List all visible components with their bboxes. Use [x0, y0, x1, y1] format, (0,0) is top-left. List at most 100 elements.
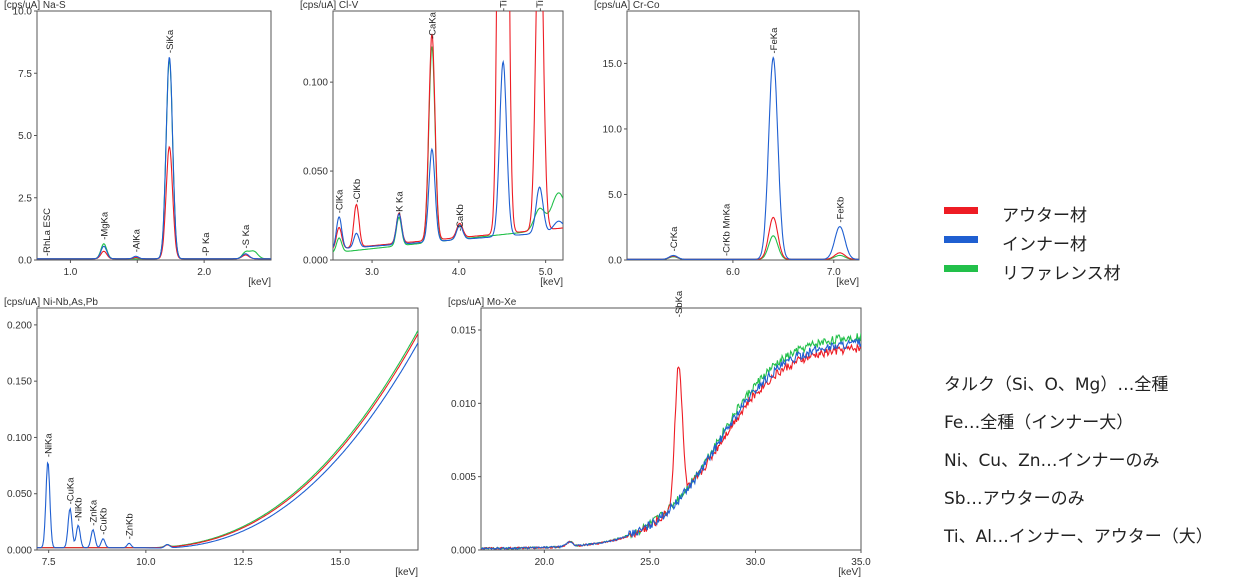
peak-label: -SiKa: [165, 29, 176, 53]
y-tick-label: 15.0: [603, 59, 623, 70]
peak-label: -CuKb: [99, 508, 110, 535]
y-tick-label: 0.0: [18, 256, 32, 267]
chart-title: [cps/uA] Cr-Co: [594, 0, 660, 11]
series-outer-line: [481, 343, 861, 550]
x-axis-label: [keV]: [395, 567, 418, 578]
chart-panel-1: [cps/uA] Na-S 0.0 2.5 5.0 7.5 10.0 1.0 2.0 [keV]…: [4, 0, 272, 288]
peak-label: -K Ka: [395, 191, 406, 215]
x-axis-label: [keV]: [540, 277, 563, 288]
peak-label: -NiKa: [43, 433, 54, 457]
x-tick-label: 4.0: [452, 267, 466, 278]
chart-title: [cps/uA] Na-S: [4, 0, 66, 11]
x-tick-label: 6.0: [726, 267, 740, 278]
x-axis-label: [keV]: [248, 277, 271, 288]
peak-label: -NiKb: [74, 497, 85, 521]
peak-label: -TiKa: [499, 0, 510, 11]
series-outer-line: [37, 333, 418, 549]
x-tick-label: 30.0: [746, 557, 766, 568]
peak-label: -MgKa: [99, 211, 110, 240]
note-talc: タルク（Si、O、Mg）…全種: [944, 375, 1169, 395]
y-tick-label: 0.000: [7, 546, 32, 557]
y-tick-label: 0.200: [7, 320, 32, 331]
legend-label-inner: インナー材: [1002, 235, 1087, 255]
plot-area: [480, 307, 862, 551]
y-tick-label: 5.0: [608, 190, 622, 201]
y-tick-label: 10.0: [603, 124, 623, 135]
x-tick-label: 1.0: [63, 267, 77, 278]
y-tick-label: 0.050: [303, 167, 328, 178]
plot-area: [332, 10, 564, 261]
peak-label: -RhLa ESC: [42, 208, 53, 256]
note-fe: Fe…全種（インナー大）: [944, 413, 1134, 433]
peak-label: -CrKb MnKa: [721, 203, 732, 256]
x-tick-label: 3.0: [365, 267, 379, 278]
series-inner-line: [37, 57, 271, 260]
series-inner-line: [481, 338, 861, 550]
x-tick-label: 7.5: [42, 557, 56, 568]
legend-item-inner: インナー材: [944, 230, 1244, 259]
series-inner-line: [627, 56, 859, 260]
notes: タルク（Si、O、Mg）…全種 Fe…全種（インナー大） Ni、Cu、Zn…イン…: [944, 370, 1249, 560]
y-tick-label: 2.5: [18, 193, 32, 204]
x-axis-label: [keV]: [836, 277, 859, 288]
x-tick-label: 35.0: [851, 557, 871, 568]
peak-label: -P Ka: [201, 232, 212, 256]
legend-item-reference: リファレンス材: [944, 259, 1244, 288]
y-tick-label: 0.100: [303, 78, 328, 89]
chart-title: [cps/uA] Ni-Nb,As,Pb: [4, 297, 98, 308]
peak-label: -ClKa: [335, 189, 346, 213]
y-tick-label: 0.000: [303, 256, 328, 267]
legend-label-reference: リファレンス材: [1002, 264, 1121, 284]
peak-label: -FeKa: [769, 27, 780, 54]
peak-label: -CrKa: [669, 226, 680, 252]
peak-label: -CaKb: [455, 204, 466, 231]
y-tick-label: 0.005: [451, 472, 476, 483]
y-tick-label: 0.150: [7, 377, 32, 388]
y-tick-label: 0.015: [451, 326, 476, 337]
chart-title: [cps/uA] Mo-Xe: [448, 297, 517, 308]
chart-panel-2: [cps/uA] Cl-V 0.000 0.050 0.100 3.0 4.0 5.0[ke…: [300, 0, 564, 288]
peak-label: -ZnKa: [89, 499, 100, 526]
y-tick-label: 10.0: [13, 7, 33, 18]
legend-swatch-inner: [944, 236, 978, 243]
y-tick-label: 0.010: [451, 399, 476, 410]
legend-label-outer: アウター材: [1002, 206, 1087, 226]
x-tick-label: 5.0: [539, 267, 553, 278]
x-tick-label: 20.0: [535, 557, 555, 568]
chart-panel-5: [cps/uA] Mo-Xe 0.000 0.005 0.010 0.015 20.0 25…: [448, 290, 871, 578]
plot-area: [626, 10, 860, 261]
peak-label: -ZnKb: [125, 513, 136, 539]
chart-panel-3: [cps/uA] Cr-Co 0.0 5.0 10.0 15.0 6.0 7.0[keV] -…: [594, 0, 860, 288]
peak-label: -CuKa: [66, 477, 77, 505]
note-ti-al: Ti、Al…インナー、アウター（大）: [944, 527, 1213, 547]
peak-label: -ClKb: [352, 179, 363, 203]
peak-label: -TiKb: [535, 0, 546, 11]
legend-swatch-outer: [944, 207, 978, 214]
x-tick-label: 10.0: [136, 557, 156, 568]
note-ni-cu-zn: Ni、Cu、Zn…インナーのみ: [944, 451, 1160, 471]
y-tick-label: 0.100: [7, 433, 32, 444]
note-sb: Sb…アウターのみ: [944, 489, 1085, 509]
peak-label: -SbKa: [674, 290, 685, 317]
x-tick-label: 12.5: [233, 557, 253, 568]
series-inner-line: [333, 59, 563, 249]
peak-label: -AlKa: [131, 228, 142, 252]
legend-swatch-reference: [944, 265, 978, 272]
x-axis-label: [keV]: [838, 567, 861, 578]
x-tick-label: 15.0: [331, 557, 351, 568]
plot-area: [36, 10, 272, 261]
chart-panel-4: [cps/uA] Ni-Nb,As,Pb 0.000 0.050 0.100 0.150…: [4, 297, 419, 578]
y-tick-label: 0.050: [7, 489, 32, 500]
peak-label: -S Ka: [241, 224, 252, 248]
x-tick-label: 7.0: [827, 267, 841, 278]
legend: アウター材 インナー材 リファレンス材: [944, 201, 1244, 288]
chart-title: [cps/uA] Cl-V: [300, 0, 359, 11]
y-tick-label: 5.0: [18, 131, 32, 142]
series-inner-line: [37, 342, 418, 549]
y-tick-label: 7.5: [18, 69, 32, 80]
peak-label: -FeKb: [835, 197, 846, 223]
peak-label: -CaKa: [427, 11, 438, 39]
y-tick-label: 0.000: [451, 546, 476, 557]
x-tick-label: 2.0: [197, 267, 211, 278]
